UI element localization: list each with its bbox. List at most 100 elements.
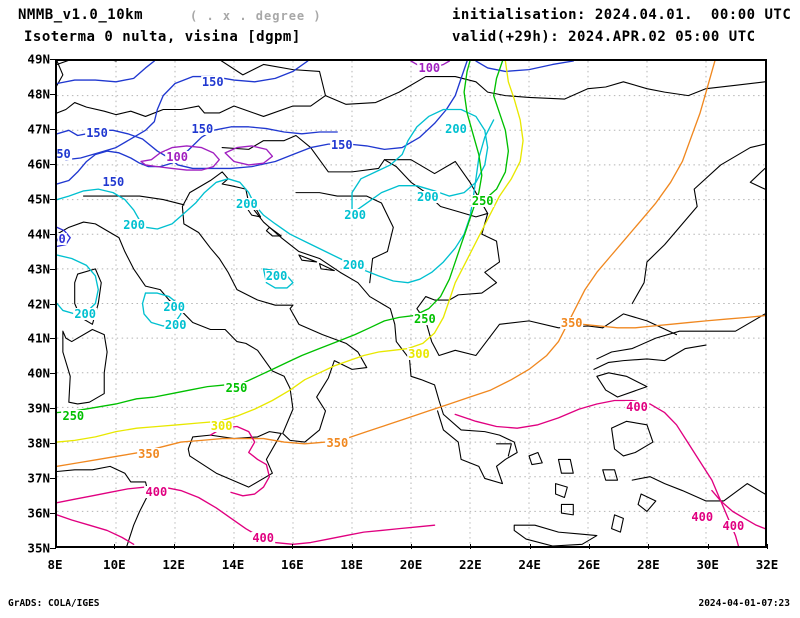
lon-tick-mark [411, 544, 412, 549]
contour-value-label: 150 [329, 137, 354, 152]
lat-tick-mark [50, 163, 55, 165]
lat-tick-mark [50, 128, 55, 130]
lon-tick-label: 20E [399, 557, 423, 572]
lat-tick-mark [50, 373, 55, 375]
contour-value-label: 400 [625, 399, 649, 414]
lon-tick-mark [529, 544, 531, 549]
field-description-label: Isoterma 0 nulta, visina [dgpm] [24, 29, 301, 45]
lon-tick-mark [351, 544, 353, 549]
lon-tick-mark [707, 544, 709, 549]
lat-tick-mark [50, 59, 55, 60]
lat-tick-label: 39N [27, 400, 50, 416]
lat-tick-mark [50, 513, 55, 515]
contour-value-label: 250 [224, 380, 249, 395]
contour-value-label: 100 [417, 61, 442, 75]
lon-tick-mark [470, 544, 472, 549]
lat-tick-label: 41N [27, 330, 50, 346]
contour-value-label: 200 [122, 218, 146, 233]
lat-tick-label: 43N [27, 261, 50, 277]
contour-value-label: 400 [144, 485, 169, 500]
valid-time-label: valid(+29h): 2024.APR.02 05:00 UTC [452, 29, 756, 45]
contour-value-label: 150 [57, 147, 72, 160]
lat-tick-label: 48N [27, 86, 50, 102]
lon-tick-label: 30E [696, 557, 719, 572]
lon-tick-label: 8E [47, 557, 63, 572]
contour-value-label: 350 [325, 436, 350, 451]
render-timestamp-label: 2024-04-01-07:23 [698, 598, 790, 609]
lon-tick-mark [767, 544, 768, 549]
latitude-axis: 35N 36N 37N 38N 39N 40N 41N 42N 43N 44N 45N 46N 47N 4… [0, 52, 55, 556]
contour-value-label: 200 [73, 307, 98, 322]
contour-value-label: 200 [415, 190, 440, 205]
contour-value-label: 100 [165, 150, 189, 165]
lat-tick-label: 44N [27, 226, 50, 242]
lat-tick-mark [50, 408, 55, 410]
lon-tick-label: 22E [459, 557, 482, 572]
lat-tick-label: 36N [27, 505, 50, 521]
lon-tick-label: 32E [755, 557, 779, 572]
contour-value-label: 400 [721, 518, 746, 533]
lat-tick-label: 47N [27, 121, 50, 137]
contour-value-label: 200 [162, 300, 187, 315]
model-name-label: NMMB_v1.0_10km [18, 7, 144, 23]
lat-tick-mark [50, 443, 55, 445]
map-plot-area: 1501501501501501501001002002002002002002… [55, 59, 767, 548]
lat-tick-label: 46N [27, 156, 50, 172]
lon-tick-mark [233, 544, 234, 549]
contour-value-label: 400 [690, 509, 715, 524]
lat-tick-label: 37N [27, 470, 50, 486]
grads-credit-label: GrADS: COLA/IGES [8, 598, 100, 609]
lat-tick-label: 49N [27, 51, 50, 67]
lat-tick-label: 40N [27, 365, 50, 381]
lat-tick-mark [50, 233, 55, 235]
contour-value-label: 300 [407, 347, 431, 362]
contour-value-label: 150 [200, 74, 225, 89]
lat-tick-mark [50, 268, 55, 270]
lon-tick-label: 18E [340, 557, 363, 572]
contour-value-label: 200 [235, 197, 259, 212]
lon-tick-label: 14E [221, 557, 245, 572]
lat-tick-mark [50, 303, 55, 305]
lat-tick-mark [50, 93, 55, 95]
contour-value-label: 150 [101, 174, 126, 189]
contour-value-label: 50 [57, 233, 67, 246]
lon-tick-label: 16E [281, 557, 304, 572]
lat-tick-mark [50, 198, 55, 200]
lon-tick-mark [292, 544, 294, 549]
contour-value-label: 250 [61, 408, 86, 423]
longitude-axis: 8E 10E 12E 14E 16E 18E 20E 22E 24E 26E 28E 30E 32E [47, 544, 778, 573]
lat-tick-label: 38N [27, 435, 50, 451]
lon-tick-mark [648, 544, 650, 549]
contour-value-label: 200 [444, 122, 468, 137]
contour-value-label: 200 [264, 268, 289, 283]
contour-value-label: 200 [163, 317, 188, 332]
lon-tick-mark [589, 544, 590, 549]
lat-tick-label: 42N [27, 296, 50, 311]
lon-tick-label: 12E [162, 557, 185, 572]
contour-value-label: 200 [341, 258, 366, 273]
contour-value-label: 400 [251, 530, 276, 545]
lon-tick-label: 24E [518, 557, 541, 572]
contour-value-label: 150 [85, 125, 109, 140]
contour-value-label: 350 [559, 315, 584, 330]
contour-value-label: 200 [343, 207, 367, 222]
lon-tick-label: 10E [103, 557, 126, 572]
lon-tick-label: 28E [637, 557, 660, 572]
contour-value-label: 250 [413, 312, 437, 327]
contour-value-label: 150 [190, 122, 215, 137]
lat-tick-label: 45N [27, 191, 50, 207]
lon-tick-label: 26E [577, 557, 601, 572]
lat-tick-label: 35N [27, 540, 50, 556]
contour-value-label: 300 [209, 419, 234, 433]
lon-tick-mark [55, 544, 56, 549]
units-note-label: ( . x . degree ) [190, 9, 322, 23]
initialisation-time-label: initialisation: 2024.04.01. 00:00 UTC [452, 7, 792, 23]
lon-tick-mark [173, 544, 175, 549]
lat-tick-mark [50, 338, 55, 340]
lat-tick-mark [50, 478, 55, 480]
contour-value-label: 350 [137, 446, 161, 461]
contour-value-label: 250 [470, 193, 495, 208]
coastline-layer [57, 61, 765, 546]
lon-tick-mark [114, 544, 116, 549]
